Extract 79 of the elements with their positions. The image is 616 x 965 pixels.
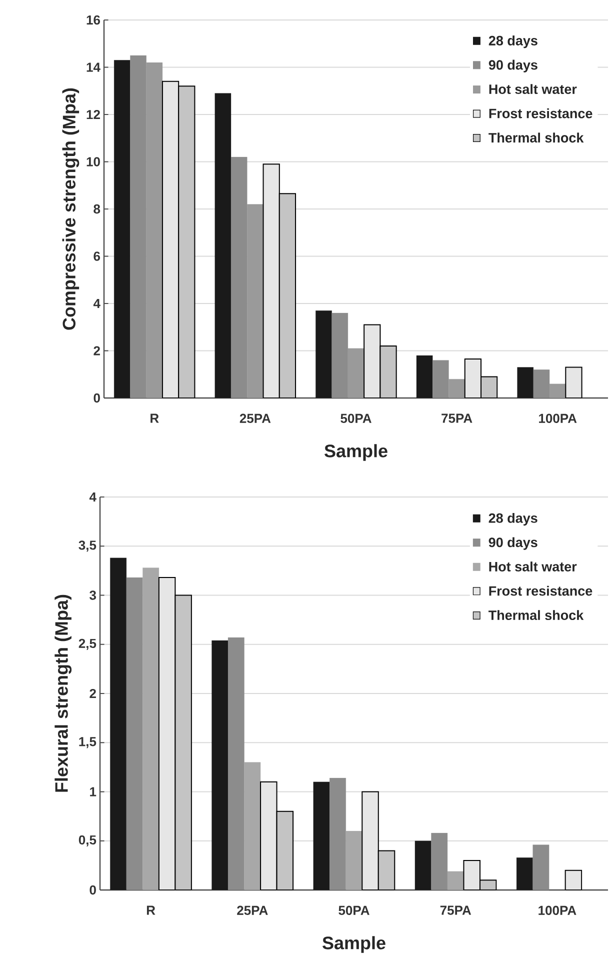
x-tick-label: R <box>146 906 156 915</box>
y-tick-label: 10 <box>86 157 100 166</box>
legend-label: Thermal shock <box>488 610 584 620</box>
bar <box>364 324 381 398</box>
bar <box>416 355 433 398</box>
bar <box>348 348 364 398</box>
y-tick-label: 0,5 <box>78 835 96 846</box>
legend-label: 28 days <box>488 512 538 526</box>
bar <box>378 850 396 890</box>
bar <box>130 55 146 398</box>
legend-label: Frost resistance <box>489 586 592 596</box>
y-tick-label: 2 <box>90 688 96 698</box>
bar <box>464 358 482 398</box>
y-tick-label: 4 <box>93 299 100 308</box>
y-axis-title: Flexural strength (Mpa) <box>54 594 72 792</box>
y-tick-label: 6 <box>94 252 100 261</box>
bar <box>247 204 264 398</box>
bar <box>316 310 332 398</box>
bar <box>114 60 130 398</box>
bar <box>276 810 294 890</box>
bar <box>463 860 480 890</box>
y-tick-label: 3,5 <box>78 540 96 552</box>
y-tick-label: 8 <box>94 204 100 214</box>
bar <box>332 312 348 398</box>
y-tick-label: 2,5 <box>78 638 96 650</box>
legend-label: 90 days <box>488 60 538 72</box>
legend-label: Hot salt water <box>489 562 577 572</box>
x-axis-title: Sample <box>324 444 388 461</box>
bar <box>432 360 449 398</box>
bar <box>260 781 278 890</box>
legend-label: 28 days <box>488 36 538 48</box>
y-tick-label: 0 <box>94 393 100 403</box>
x-tick-label: 100PA <box>538 906 576 915</box>
bar <box>262 164 280 398</box>
bar <box>214 93 232 398</box>
y-tick-label: 2 <box>94 346 100 356</box>
bar <box>228 637 244 890</box>
bar <box>158 577 176 890</box>
bar <box>533 370 550 398</box>
y-tick-label: 16 <box>86 15 100 25</box>
bar <box>212 640 228 890</box>
legend-label: 90 days <box>488 537 538 550</box>
y-tick-label: 12 <box>86 110 100 120</box>
x-tick-label: 100PA <box>539 414 577 423</box>
legend-label: Frost resistance <box>489 108 592 118</box>
bar <box>146 62 163 398</box>
y-tick-label: 14 <box>86 62 100 72</box>
x-tick-label: R <box>150 414 159 423</box>
x-tick-label: 50PA <box>340 414 372 423</box>
y-tick-label: 1,5 <box>79 737 96 748</box>
bar <box>565 366 582 398</box>
bar <box>330 778 346 890</box>
bar <box>313 782 330 890</box>
legend-label: Thermal shock <box>488 132 584 143</box>
y-axis-title: Compressive strength (Mpa) <box>62 88 80 330</box>
legend-label: Hot salt water <box>489 84 577 94</box>
y-tick-label: 3 <box>90 590 96 600</box>
bar <box>174 594 192 890</box>
x-tick-label: 25PA <box>237 906 268 915</box>
x-tick-label: 75PA <box>442 414 472 423</box>
bar <box>362 791 379 890</box>
x-tick-label: 75PA <box>440 906 472 915</box>
bar <box>126 578 143 890</box>
bar <box>414 840 432 890</box>
bar <box>110 558 126 890</box>
x-tick-label: 50PA <box>338 906 370 915</box>
y-tick-label: 4 <box>89 492 96 502</box>
bar <box>532 844 550 890</box>
y-tick-label: 1 <box>90 787 96 796</box>
bar <box>549 384 566 398</box>
bar <box>162 80 180 398</box>
bar <box>230 156 248 398</box>
x-tick-label: 25PA <box>240 414 271 423</box>
x-axis-title: Sample <box>322 936 386 953</box>
bar <box>517 367 534 398</box>
bar <box>431 832 448 890</box>
bar <box>516 858 533 890</box>
y-tick-label: 0 <box>90 885 96 895</box>
bar <box>448 379 465 398</box>
